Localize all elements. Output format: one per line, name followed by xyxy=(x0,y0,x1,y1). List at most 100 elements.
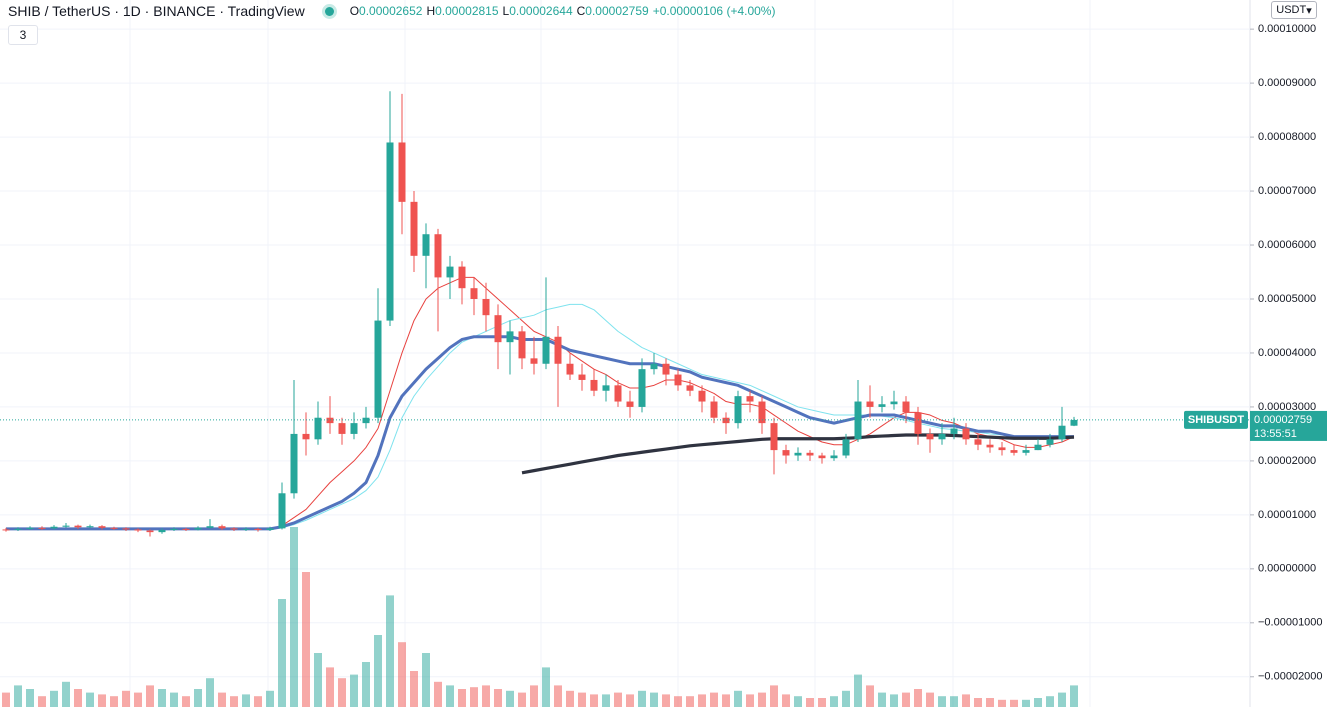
volume-bar xyxy=(974,698,982,707)
legend: SHIB / TetherUS · 1D · BINANCE · Trading… xyxy=(8,2,779,20)
volume-bar xyxy=(782,694,790,707)
candle-body xyxy=(506,331,514,343)
y-tick-label: 0.00007000 xyxy=(1258,185,1316,197)
candle-body xyxy=(566,363,574,375)
volume-bar xyxy=(410,671,418,707)
ohlc-change: +0.00000106 (+4.00%) xyxy=(652,4,776,18)
volume-bar xyxy=(266,690,274,707)
volume-bar xyxy=(542,667,550,707)
volume-bar xyxy=(890,694,898,707)
volume-bar xyxy=(122,690,130,707)
y-tick-label: 0.00000000 xyxy=(1258,563,1316,575)
volume-bar xyxy=(698,694,706,707)
candle-body xyxy=(866,401,874,407)
volume-bar xyxy=(758,692,766,707)
value: 0.00002759 xyxy=(585,4,649,18)
candle-body xyxy=(134,529,142,531)
volume-bar xyxy=(38,696,46,707)
volume-bar xyxy=(338,678,346,707)
symbol-badge xyxy=(1184,410,1248,429)
candle-body xyxy=(758,401,766,424)
volume-bar xyxy=(26,689,34,707)
volume-bar xyxy=(926,692,934,707)
volume-bar xyxy=(482,685,490,707)
candle-body xyxy=(218,526,226,529)
volume-bar xyxy=(134,692,142,707)
candle-body xyxy=(290,433,298,494)
value: 0.00002815 xyxy=(435,4,499,18)
volume-bar xyxy=(302,572,310,707)
price-badge xyxy=(1250,410,1327,441)
candle-body xyxy=(1070,419,1078,426)
candle-body xyxy=(542,336,550,364)
candle-body xyxy=(458,266,466,289)
candle-body xyxy=(158,529,166,533)
volume-bar xyxy=(218,692,226,707)
candle-body xyxy=(662,363,670,375)
candle-body xyxy=(518,331,526,359)
volume-bar xyxy=(146,685,154,707)
candle-body xyxy=(242,528,250,530)
candle-body xyxy=(938,433,946,440)
candle-body xyxy=(878,404,886,407)
indicators-toggle[interactable]: 3 xyxy=(8,25,38,45)
key: C xyxy=(576,4,586,18)
volume-bar xyxy=(50,690,58,707)
currency-select[interactable]: USDT ▾ xyxy=(1271,1,1317,19)
volume-bar xyxy=(614,692,622,707)
candle-body xyxy=(98,526,106,528)
candle-body xyxy=(830,455,838,459)
volume-bar xyxy=(62,681,70,707)
volume-bar xyxy=(254,696,262,707)
volume-bar xyxy=(386,595,394,707)
candle-body xyxy=(338,423,346,434)
volume-bar xyxy=(170,692,178,707)
candle-body xyxy=(650,363,658,370)
candle-body xyxy=(482,298,490,316)
volume-bar xyxy=(1010,699,1018,707)
candle-body xyxy=(470,288,478,299)
candle-body xyxy=(230,528,238,530)
candle-body xyxy=(62,525,70,527)
candle-body xyxy=(446,266,454,278)
candle-body xyxy=(698,390,706,402)
volume-bar xyxy=(98,694,106,707)
candle-body xyxy=(710,401,718,418)
y-tick-label: 0.00008000 xyxy=(1258,131,1316,143)
candle-body xyxy=(314,417,322,440)
status-dot xyxy=(324,6,334,16)
candle-body xyxy=(902,401,910,413)
candle-body xyxy=(350,423,358,434)
candle-body xyxy=(818,455,826,459)
candle-body xyxy=(1046,439,1054,445)
volume-bar xyxy=(446,685,454,707)
ohlc-high: H0.00002815 xyxy=(426,4,498,18)
volume-bar xyxy=(194,689,202,707)
candle-body xyxy=(686,385,694,391)
volume-bar xyxy=(878,692,886,707)
candle-body xyxy=(590,379,598,391)
volume-bar xyxy=(950,696,958,707)
last-price-label: 0.00002759 xyxy=(1254,414,1312,426)
volume-bar xyxy=(866,685,874,707)
volume-bar xyxy=(986,698,994,707)
volume-bar xyxy=(674,696,682,707)
candle-body xyxy=(86,526,94,528)
candle-body xyxy=(266,528,274,530)
candle-body xyxy=(794,452,802,456)
candle-body xyxy=(1022,450,1030,453)
volume-bar xyxy=(662,694,670,707)
volume-bar xyxy=(938,696,946,707)
volume-bar xyxy=(578,692,586,707)
symbol-label: SHIBUSDT xyxy=(1188,414,1245,426)
volume-bar xyxy=(1046,696,1054,707)
candle-body xyxy=(950,428,958,434)
y-tick-label: 0.00004000 xyxy=(1258,347,1316,359)
volume-bar xyxy=(686,696,694,707)
candle-body xyxy=(974,439,982,445)
candle-body xyxy=(122,528,130,530)
candle-body xyxy=(422,234,430,256)
moving-average-line xyxy=(6,276,1075,530)
volume-bar xyxy=(86,692,94,707)
